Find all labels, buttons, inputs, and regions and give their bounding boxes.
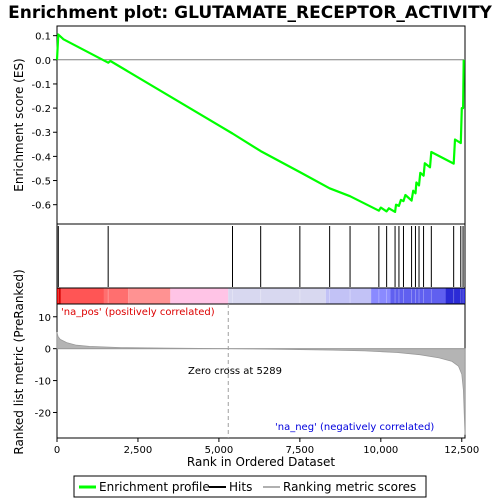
- es-y-tick-label: -0.5: [31, 177, 51, 188]
- rank-y-tick-label: -10: [35, 377, 51, 388]
- rank-panel-frame: [56, 303, 466, 439]
- band-segment: [445, 288, 465, 304]
- es-y-tick-label: -0.3: [31, 128, 51, 139]
- band-segment: [128, 288, 171, 304]
- legend-enrichment-label: Enrichment profile: [99, 480, 210, 494]
- es-panel-frame: [56, 25, 466, 225]
- rank-y-tick-label: 0: [45, 345, 51, 356]
- es-y-axis: 0.1 0.0 -0.1 -0.2 -0.3 -0.4 -0.5 -0.6: [31, 32, 57, 212]
- es-y-tick-label: -0.1: [31, 80, 51, 91]
- es-y-tick-label: -0.4: [31, 152, 51, 163]
- band-segment: [170, 288, 229, 304]
- band-segment: [371, 288, 391, 304]
- legend-hits-label: Hits: [229, 480, 252, 494]
- es-y-tick-label: 0.0: [35, 56, 51, 67]
- es-y-axis-title: Enrichment score (ES): [12, 58, 26, 191]
- pos-correlated-label: 'na_pos' (positively correlated): [61, 307, 215, 318]
- neg-correlated-label: 'na_neg' (negatively correlated): [275, 422, 434, 433]
- chart-title: Enrichment plot: GLUTAMATE_RECEPTOR_ACTI…: [8, 3, 492, 23]
- es-y-tick-label: 0.1: [35, 32, 51, 43]
- rank-x-tick-label: 10,000: [363, 445, 398, 456]
- rank-x-tick-label: 7,500: [286, 445, 315, 456]
- zero-cross-label: Zero cross at 5289: [188, 366, 282, 377]
- rank-y-tick-label: -20: [35, 408, 51, 419]
- rank-y-tick-label: 10: [38, 313, 51, 324]
- rank-x-tick-label: 2,500: [124, 445, 153, 456]
- rank-x-axis: 0 2,500 5,000 7,500 10,000 12,500: [54, 438, 479, 456]
- rank-x-tick-label: 5,000: [205, 445, 234, 456]
- ranking-metric-series: [56, 332, 466, 435]
- legend-metric-label: Ranking metric scores: [283, 480, 416, 494]
- enrichment-profile-series: [55, 33, 465, 213]
- es-y-tick-label: -0.6: [31, 201, 51, 212]
- rank-y-axis-title: Ranked list metric (PreRanked): [12, 269, 26, 454]
- band-segment: [390, 288, 446, 304]
- rank-y-axis: 10 0 -10 -20: [35, 313, 57, 419]
- band-segment: [60, 288, 104, 304]
- band-segment: [103, 288, 129, 304]
- hits-series: [57, 226, 464, 287]
- ranked-list-color-band: [57, 288, 465, 304]
- es-y-tick-label: -0.2: [31, 104, 51, 115]
- rank-x-axis-title: Rank in Ordered Dataset: [187, 455, 335, 469]
- band-segment: [325, 288, 372, 304]
- legend-box: [73, 475, 427, 498]
- band-segment: [228, 288, 326, 304]
- ranking-metric-area: [56, 332, 466, 435]
- band-segment: [57, 288, 61, 304]
- rank-x-tick-label: 0: [54, 445, 60, 456]
- rank-x-tick-label: 12,500: [444, 445, 479, 456]
- enrichment-profile-line: [55, 33, 465, 213]
